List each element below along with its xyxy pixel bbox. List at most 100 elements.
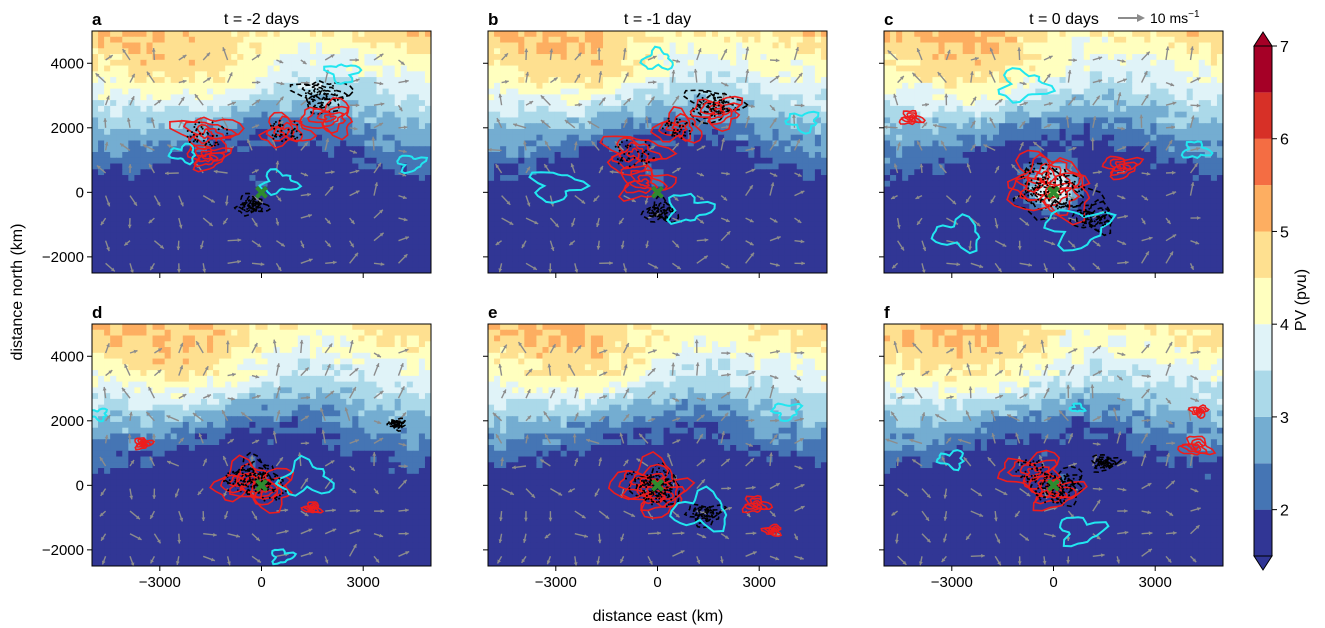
pv-cell	[651, 88, 659, 95]
pv-cell	[213, 255, 220, 263]
pv-cell	[358, 31, 366, 38]
pv-cell	[639, 48, 646, 55]
pv-cell	[633, 238, 640, 245]
pv-cell	[524, 94, 531, 101]
pv-cell	[219, 36, 226, 44]
pv-cell	[194, 221, 202, 228]
pv-cell	[334, 221, 341, 228]
pv-cell	[340, 209, 347, 216]
pv-cell	[718, 54, 725, 61]
pv-cell	[500, 140, 507, 147]
pv-cell	[170, 244, 178, 251]
red-contour	[197, 150, 219, 163]
pv-cell	[730, 146, 737, 153]
pv-cell	[322, 152, 329, 159]
pv-cell	[711, 65, 719, 72]
pv-cell	[633, 226, 640, 234]
pv-cell	[518, 111, 525, 119]
pv-cell	[566, 48, 574, 55]
pv-cell	[766, 111, 774, 119]
pv-cell	[140, 100, 148, 107]
pv-cell	[590, 209, 598, 216]
pv-cell	[297, 249, 305, 257]
pv-cell	[140, 157, 148, 165]
pv-cell	[309, 111, 317, 119]
pv-cell	[98, 175, 105, 182]
pv-cell	[394, 82, 402, 90]
pv-cell	[778, 221, 786, 228]
pv-cell	[566, 146, 574, 153]
pv-cell	[303, 88, 311, 95]
pv-cell	[243, 123, 250, 130]
pv-cell	[560, 54, 568, 61]
pv-cell	[584, 48, 592, 55]
pv-cell	[122, 169, 129, 176]
pv-cell	[506, 209, 513, 216]
pv-cell	[231, 215, 238, 222]
stipple-dot	[287, 128, 290, 131]
pv-cell	[742, 36, 749, 44]
pv-cell	[388, 180, 396, 188]
pv-cell	[267, 31, 275, 38]
pv-cell	[530, 59, 538, 67]
pv-cell	[566, 169, 574, 176]
pv-cell	[820, 31, 827, 38]
pv-cell	[285, 105, 293, 113]
pv-cell	[237, 82, 244, 90]
pv-cell	[820, 192, 827, 199]
pv-cell	[146, 123, 154, 130]
pv-cell	[303, 203, 311, 211]
pv-cell	[693, 42, 701, 49]
pv-cell	[182, 59, 190, 67]
pv-cell	[122, 111, 129, 119]
pv-cell	[772, 169, 780, 176]
stipple-dot	[326, 92, 329, 95]
pv-cell	[188, 111, 196, 119]
pv-cell	[615, 249, 622, 257]
pv-cell	[92, 71, 99, 78]
wind-arrowhead	[108, 55, 113, 59]
pv-cell	[657, 169, 665, 176]
pv-cell	[518, 94, 525, 101]
pv-cell	[400, 71, 408, 78]
pv-cell	[98, 226, 105, 234]
pv-cell	[400, 192, 408, 199]
pv-cell	[104, 226, 111, 234]
pv-cell	[742, 226, 749, 234]
pv-cell	[790, 128, 798, 136]
pv-cell	[590, 238, 598, 245]
pv-cell	[346, 117, 353, 124]
pv-cell	[261, 175, 269, 182]
pv-cell	[596, 54, 604, 61]
pv-cell	[340, 65, 347, 72]
pv-cell	[802, 82, 810, 90]
pv-cell	[572, 117, 580, 124]
pv-cell	[724, 203, 731, 211]
pv-cell	[639, 186, 646, 193]
pv-cell	[506, 48, 513, 55]
pv-cell	[400, 94, 408, 101]
pv-cell	[267, 100, 275, 107]
stipple-dot	[209, 143, 212, 146]
pv-cell	[225, 123, 232, 130]
pv-cell	[512, 192, 519, 199]
pv-cell	[778, 203, 786, 211]
pv-cell	[424, 48, 431, 55]
pv-cell	[718, 88, 725, 95]
pv-cell	[711, 42, 719, 49]
pv-cell	[730, 134, 737, 142]
pv-cell	[730, 192, 737, 199]
pv-cell	[699, 54, 707, 61]
pv-cell	[651, 169, 659, 176]
pv-cell	[596, 192, 604, 199]
pv-cell	[536, 192, 544, 199]
pv-cell	[322, 59, 329, 67]
wind-arrowhead	[127, 224, 132, 229]
pv-cell	[352, 100, 359, 107]
pv-cell	[736, 215, 743, 222]
pv-cell	[231, 255, 238, 263]
pv-cell	[279, 88, 287, 95]
pv-cell	[309, 42, 317, 49]
pv-cell	[315, 238, 323, 245]
pv-cell	[237, 94, 244, 101]
